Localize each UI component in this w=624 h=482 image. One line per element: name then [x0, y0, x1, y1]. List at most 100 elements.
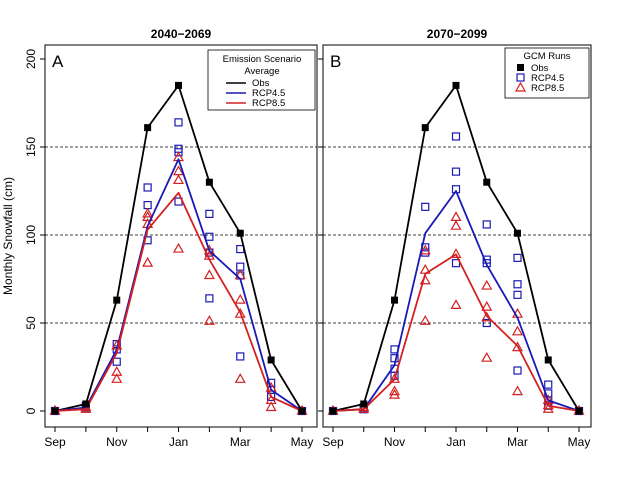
y-axis-label: Monthly Snowfall (cm): [1, 177, 15, 295]
run-marker-rcp85: [542, 399, 554, 410]
run-marker-rcp45: [112, 357, 121, 366]
run-marker-rcp45: [482, 318, 491, 328]
legend-box: [504, 47, 590, 99]
run-marker-rcp85: [388, 373, 401, 383]
run-marker-rcp45: [267, 378, 276, 387]
series-line-rcp45: [54, 158, 303, 412]
legend-title-line1: Emission Scenario: [223, 54, 302, 65]
run-marker-rcp85: [203, 315, 215, 325]
run-marker-rcp45: [205, 232, 214, 241]
run-marker-rcp45: [451, 132, 461, 141]
run-marker-rcp85: [450, 219, 462, 230]
run-marker-rcp45: [513, 280, 522, 289]
run-marker-rcp45: [236, 352, 245, 361]
panel-b-x-axis: Sep Nov Jan Mar May: [322, 427, 590, 449]
run-marker-rcp85: [203, 244, 215, 255]
run-marker-rcp85: [419, 244, 431, 255]
y-tick-label: 200: [24, 49, 38, 69]
y-tick-label: 150: [24, 137, 38, 157]
run-marker-rcp85: [234, 293, 246, 304]
obs-point: [421, 124, 429, 132]
series-line-rcp45: [332, 190, 580, 412]
series-line-rcp85: [54, 191, 303, 412]
run-marker-rcp85: [265, 381, 277, 392]
panel-a-x-axis: Sep Nov Jan Mar May: [44, 427, 313, 449]
x-tick-label: Jan: [446, 435, 465, 449]
x-tick-label: Mar: [230, 435, 251, 449]
run-marker-rcp85: [481, 279, 493, 290]
run-marker-rcp85: [388, 385, 401, 396]
run-marker-rcp85: [511, 385, 524, 396]
run-marker-rcp85: [481, 351, 493, 362]
x-tick-label: Sep: [44, 435, 66, 449]
run-marker-rcp45: [174, 118, 183, 127]
y-tick-label: 100: [24, 225, 38, 245]
legend-obs-marker: [517, 64, 524, 71]
run-marker-rcp85: [450, 211, 462, 221]
run-marker-rcp45: [451, 167, 461, 176]
x-tick-label: Sep: [322, 435, 344, 449]
run-marker-rcp85: [172, 165, 185, 176]
obs-point: [82, 400, 90, 408]
x-tick-label: May: [291, 435, 314, 449]
panel-a-legend: Emission Scenario Average Obs RCP4.5 RCP…: [207, 49, 316, 111]
y-tick-label: 50: [24, 316, 38, 330]
run-marker-rcp85: [142, 256, 154, 267]
panel-a-obs-markers: [51, 81, 306, 415]
panel-b-legend: GCM Runs Obs RCP4.5 RCP8.5: [504, 47, 590, 99]
panel-a-letter: A: [52, 52, 64, 71]
panel-b: 2070−2099 B Sep Nov Jan Mar May GCM Runs Obs…: [318, 27, 592, 449]
x-tick-label: Nov: [106, 435, 127, 449]
panel-a: 2040−2069 A 0 50 100 150 200 Sep Nov Jan Mar May…: [24, 27, 318, 449]
panel-b-obs-markers: [329, 81, 583, 415]
obs-point: [267, 356, 275, 364]
legend-box: [207, 49, 316, 111]
run-marker-rcp45: [205, 209, 214, 218]
run-marker-rcp85: [111, 366, 123, 376]
series-line-rcp85: [332, 253, 580, 412]
run-marker-rcp85: [265, 394, 277, 405]
obs-point: [175, 81, 182, 89]
legend-obs-label: Obs: [252, 78, 270, 89]
panel-a-y-axis: 0 50 100 150 200: [24, 49, 45, 414]
run-marker-rcp85: [172, 242, 185, 253]
run-marker-rcp85: [481, 311, 493, 322]
panel-b-letter: B: [330, 52, 341, 71]
panel-b-title: 2070−2099: [427, 27, 488, 41]
run-marker-rcp45: [205, 294, 214, 303]
legend-rcp85-marker: [514, 81, 527, 92]
legend-title: GCM Runs: [524, 51, 571, 62]
x-tick-label: Jan: [169, 435, 188, 449]
run-marker-rcp85: [111, 373, 123, 383]
run-marker-rcp85: [172, 174, 185, 185]
run-marker-rcp85: [511, 325, 524, 336]
obs-point: [298, 407, 306, 415]
obs-point: [544, 356, 552, 364]
panel-a-gridlines: [45, 146, 317, 324]
legend-rcp45-marker: [516, 73, 525, 82]
run-marker-rcp45: [513, 253, 522, 262]
obs-point: [144, 124, 152, 132]
x-tick-label: May: [568, 435, 591, 449]
run-marker-rcp85: [234, 307, 246, 318]
run-marker-rcp85: [234, 373, 246, 383]
obs-point: [575, 407, 583, 415]
legend-title-line2: Average: [244, 66, 279, 77]
run-marker-rcp45: [143, 183, 152, 192]
obs-point: [329, 407, 337, 415]
run-marker-rcp85: [450, 248, 462, 258]
obs-point: [483, 178, 491, 186]
run-marker-rcp85: [450, 299, 462, 309]
run-marker-rcp85: [511, 341, 524, 352]
run-marker-rcp85: [419, 315, 431, 325]
obs-point: [452, 81, 460, 89]
run-marker-rcp45: [544, 380, 553, 389]
run-marker-rcp85: [203, 269, 215, 280]
obs-point: [360, 400, 368, 408]
legend-obs-label: Obs: [531, 63, 549, 74]
run-marker-rcp85: [142, 207, 154, 218]
legend-rcp45-label: RCP4.5: [252, 88, 285, 99]
obs-point: [205, 178, 213, 186]
y-tick-label: 0: [24, 407, 38, 414]
legend-rcp45-label: RCP4.5: [531, 73, 564, 84]
